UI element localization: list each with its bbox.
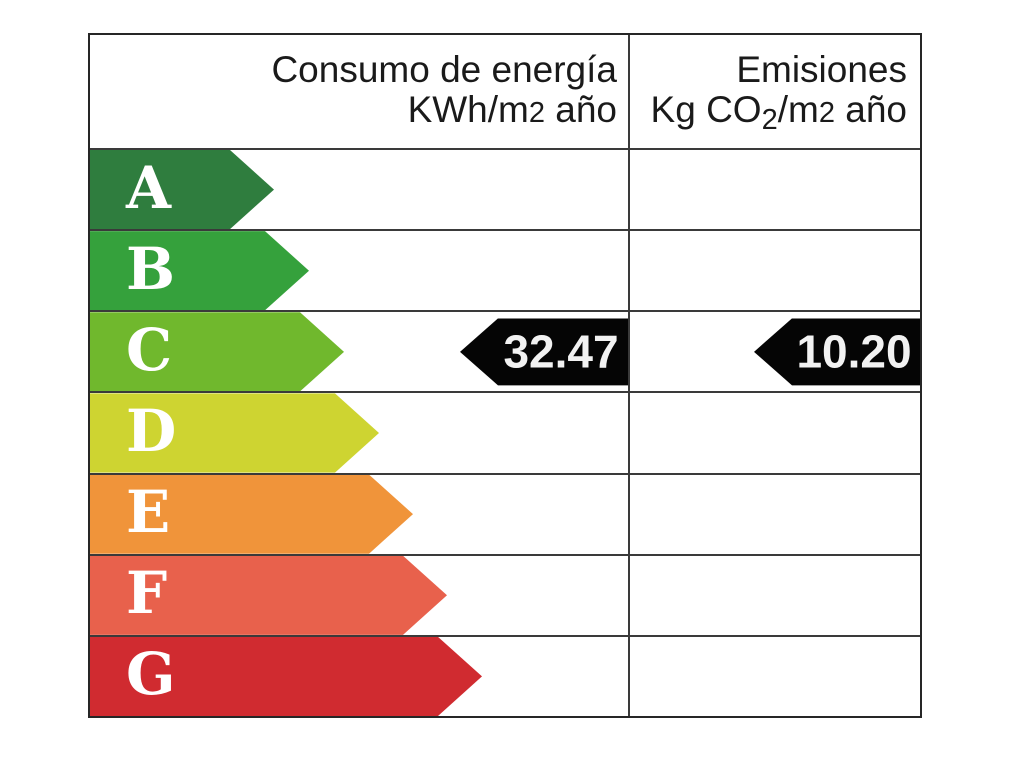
rating-row-d-emissions-cell bbox=[630, 393, 920, 472]
rating-arrow-e: E bbox=[90, 475, 413, 554]
rating-row-a-emissions-cell bbox=[630, 150, 920, 229]
rating-rows: A B C 32.47 bbox=[90, 150, 920, 716]
rating-row-c-consumption-cell: C 32.47 bbox=[90, 312, 630, 392]
rating-row-f-emissions-cell bbox=[630, 556, 920, 635]
emissions-unit: Kg CO2/m2 año bbox=[650, 89, 907, 137]
consumption-header: Consumo de energía KWh/m2 año bbox=[90, 35, 630, 148]
rating-letter-g: G bbox=[126, 640, 176, 709]
rating-row-d-consumption-cell: D bbox=[90, 393, 630, 473]
emissions-value: 10.20 bbox=[796, 325, 912, 378]
consumption-title: Consumo de energía bbox=[271, 49, 617, 90]
rating-letter-e: E bbox=[126, 478, 171, 547]
rating-row-b: B bbox=[90, 229, 920, 311]
rating-row-g-emissions-cell bbox=[630, 637, 920, 716]
emissions-value-arrow: 10.20 bbox=[754, 318, 920, 386]
rating-letter-f: F bbox=[126, 559, 168, 628]
rating-row-c: C 32.47 10.20 bbox=[90, 310, 920, 392]
rating-row-e-consumption-cell: E bbox=[90, 474, 630, 554]
rating-row-d: D bbox=[90, 391, 920, 473]
rating-arrow-f: F bbox=[90, 556, 447, 635]
table-header: Consumo de energía KWh/m2 año Emisiones … bbox=[90, 35, 920, 150]
rating-letter-c: C bbox=[126, 315, 173, 384]
rating-row-f-consumption-cell: F bbox=[90, 555, 630, 635]
rating-arrow-a: A bbox=[90, 150, 274, 229]
rating-row-b-emissions-cell bbox=[630, 231, 920, 310]
rating-letter-a: A bbox=[126, 153, 172, 222]
rating-letter-b: B bbox=[126, 234, 176, 303]
rating-row-e: E bbox=[90, 472, 920, 554]
emissions-header: Emisiones Kg CO2/m2 año bbox=[630, 35, 920, 148]
rating-row-g-consumption-cell: G bbox=[90, 636, 630, 716]
rating-arrow-d: D bbox=[90, 393, 379, 472]
rating-row-g: G bbox=[90, 634, 920, 716]
emissions-title: Emisiones bbox=[736, 49, 907, 90]
rating-arrow-g: G bbox=[90, 637, 482, 716]
rating-row-a-consumption-cell: A bbox=[90, 150, 630, 230]
rating-row-e-emissions-cell bbox=[630, 475, 920, 554]
consumption-value-arrow: 32.47 bbox=[460, 318, 628, 386]
rating-arrow-c: C bbox=[90, 312, 344, 391]
rating-arrow-b: B bbox=[90, 231, 309, 310]
consumption-value: 32.47 bbox=[503, 325, 619, 378]
rating-letter-d: D bbox=[126, 396, 177, 465]
consumption-unit: KWh/m2 año bbox=[407, 89, 617, 130]
rating-table: Consumo de energía KWh/m2 año Emisiones … bbox=[88, 33, 922, 718]
rating-row-f: F bbox=[90, 553, 920, 635]
rating-row-c-emissions-cell: 10.20 bbox=[630, 312, 920, 391]
rating-row-a: A bbox=[90, 150, 920, 230]
rating-row-b-consumption-cell: B bbox=[90, 231, 630, 311]
